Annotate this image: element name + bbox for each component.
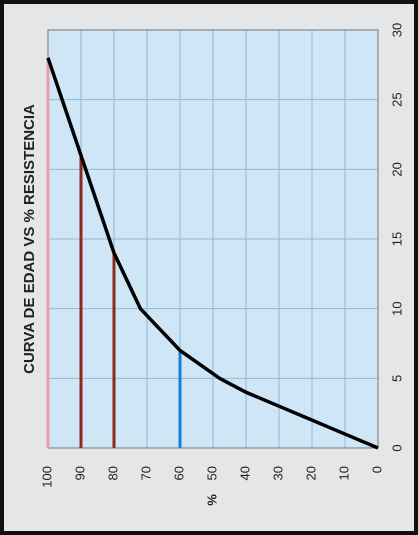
- x-tick-label: 15: [389, 232, 404, 246]
- y-axis-label: %: [204, 494, 219, 506]
- y-tick-label: 100: [39, 466, 54, 488]
- y-tick-label: 90: [72, 466, 87, 480]
- x-tick-label: 25: [389, 92, 404, 106]
- y-tick-label: 10: [336, 466, 351, 480]
- x-tick-label: 30: [389, 23, 404, 37]
- x-tick-label: 10: [389, 301, 404, 315]
- y-tick-label: 0: [369, 466, 384, 473]
- y-tick-label: 30: [270, 466, 285, 480]
- x-tick-label: 20: [389, 162, 404, 176]
- y-tick-label: 20: [303, 466, 318, 480]
- data-line: [46, 57, 379, 450]
- y-tick-label: 50: [204, 466, 219, 480]
- y-tick-label: 80: [105, 466, 120, 480]
- chart-title: CURVA DE EDAD VS % RESISTENCIA: [21, 104, 38, 374]
- y-tick-label: 60: [171, 466, 186, 480]
- y-tick-label: 70: [138, 466, 153, 480]
- y-tick-label: 40: [237, 466, 252, 480]
- x-tick-label: 0: [389, 444, 404, 451]
- x-tick-label: 5: [389, 375, 404, 382]
